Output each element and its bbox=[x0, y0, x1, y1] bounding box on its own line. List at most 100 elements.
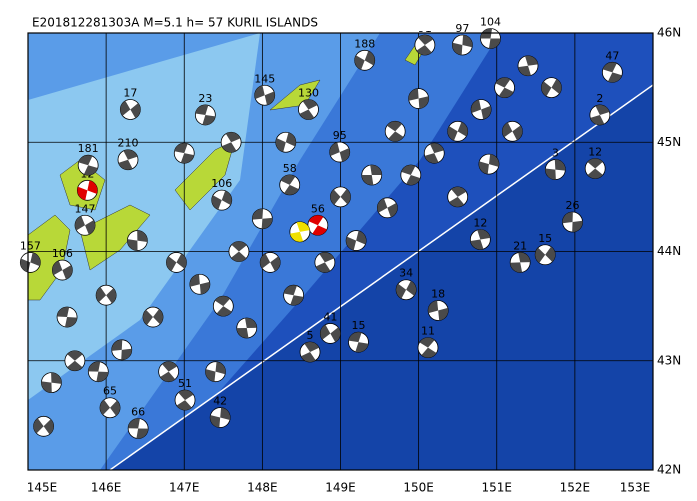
focal-mechanism: 147 bbox=[75, 202, 96, 236]
event-label: 58 bbox=[283, 162, 297, 175]
focal-mechanism bbox=[275, 131, 297, 153]
beachball-quadrant bbox=[590, 104, 610, 125]
focal-mechanism bbox=[376, 197, 398, 219]
event-label: 56 bbox=[311, 202, 325, 215]
focal-mechanism bbox=[345, 230, 367, 251]
event-label: 47 bbox=[605, 49, 619, 62]
focal-mechanism bbox=[220, 131, 242, 153]
beachball-quadrant bbox=[210, 407, 231, 428]
focal-mechanism: 41 bbox=[319, 310, 341, 344]
beachball-quadrant bbox=[275, 132, 296, 152]
focal-mechanism: 26 bbox=[562, 199, 583, 233]
beachball-quadrant bbox=[518, 55, 538, 76]
event-label: 41 bbox=[323, 310, 337, 323]
event-label: 51 bbox=[178, 377, 192, 390]
beachball-quadrant bbox=[470, 229, 491, 250]
focal-mechanism bbox=[423, 142, 445, 164]
beachball-quadrant bbox=[408, 88, 429, 109]
beachball-quadrant bbox=[471, 99, 492, 120]
focal-mechanism: 188 bbox=[354, 37, 375, 71]
beachball-quadrant bbox=[348, 332, 369, 353]
focal-mechanism: 97 bbox=[451, 22, 473, 56]
event-label: 12 bbox=[473, 216, 487, 229]
focal-mechanism: 23 bbox=[194, 92, 216, 126]
focal-mechanism: 181 bbox=[78, 142, 99, 176]
beachball-quadrant bbox=[189, 274, 210, 295]
event-label: 12 bbox=[588, 145, 602, 158]
event-label: 66 bbox=[131, 405, 145, 418]
beachball-quadrant bbox=[449, 186, 467, 207]
beachball-quadrant bbox=[535, 246, 556, 263]
beachball-quadrant bbox=[452, 35, 473, 55]
focal-mechanism bbox=[478, 153, 500, 175]
lon-tick-label: 152E bbox=[560, 481, 591, 495]
beachball-quadrant bbox=[254, 85, 275, 106]
event-label: 95 bbox=[333, 129, 347, 142]
focal-mechanism bbox=[470, 99, 492, 120]
event-label: 188 bbox=[354, 37, 375, 50]
focal-mechanism bbox=[87, 361, 109, 383]
title-box bbox=[28, 14, 430, 31]
focal-mechanism bbox=[494, 77, 515, 99]
lon-tick-label: 149E bbox=[325, 481, 356, 495]
beachball-quadrant bbox=[96, 287, 117, 304]
focal-mechanism bbox=[64, 350, 86, 372]
event-label: 26 bbox=[566, 199, 580, 212]
event-label: 18 bbox=[431, 287, 445, 300]
focal-mechanism bbox=[289, 221, 311, 243]
focal-mechanism bbox=[111, 339, 133, 361]
focal-mechanism: 210 bbox=[118, 137, 139, 171]
focal-mechanism: 11 bbox=[417, 325, 439, 359]
beachball-quadrant bbox=[541, 78, 562, 97]
focal-mechanism: 21 bbox=[509, 239, 531, 273]
lon-tick-label: 150E bbox=[403, 481, 434, 495]
focal-mechanism bbox=[228, 241, 250, 262]
focal-mechanism: 47 bbox=[601, 49, 623, 83]
beachball-quadrant bbox=[416, 35, 434, 56]
event-label: 42 bbox=[213, 395, 227, 408]
focal-mechanism: 106 bbox=[52, 247, 73, 281]
lon-tick-label: 146E bbox=[91, 481, 122, 495]
event-label: 3 bbox=[552, 147, 559, 160]
lat-tick-label: 42N bbox=[657, 463, 681, 477]
focal-mechanism: 65 bbox=[99, 385, 121, 419]
focal-mechanism bbox=[501, 120, 523, 142]
beachball-quadrant bbox=[231, 241, 247, 262]
focal-mechanism bbox=[236, 317, 258, 339]
focal-mechanism bbox=[33, 415, 55, 437]
beachball-quadrant bbox=[160, 361, 178, 382]
focal-mechanism bbox=[447, 120, 469, 142]
beachball-quadrant bbox=[20, 252, 41, 273]
lon-tick-label: 153E bbox=[620, 481, 651, 495]
beachball-quadrant bbox=[510, 252, 531, 273]
beachball-quadrant bbox=[320, 324, 341, 343]
beachball-quadrant bbox=[330, 188, 351, 205]
event-label: 5 bbox=[307, 329, 314, 342]
event-label: 130 bbox=[298, 86, 319, 99]
beachball-quadrant bbox=[166, 253, 187, 272]
focal-mechanism bbox=[173, 142, 195, 164]
beachball-quadrant bbox=[75, 216, 96, 235]
focal-mechanism: 51 bbox=[174, 377, 196, 411]
beachball-quadrant bbox=[424, 143, 444, 164]
beachball-quadrant bbox=[283, 285, 304, 306]
event-label: 2 bbox=[596, 92, 603, 105]
beachball-quadrant bbox=[361, 165, 382, 186]
beachball-quadrant bbox=[478, 154, 499, 175]
beachball-quadrant bbox=[290, 221, 310, 242]
focal-mechanism bbox=[447, 186, 469, 208]
map-frame bbox=[27, 32, 654, 471]
beachball-quadrant bbox=[33, 418, 54, 435]
beachball-quadrant bbox=[214, 296, 232, 317]
lon-tick-label: 148E bbox=[247, 481, 278, 495]
focal-mechanism: 106 bbox=[211, 177, 232, 211]
event-label: 145 bbox=[254, 72, 275, 85]
lat-tick-label: 45N bbox=[657, 135, 681, 149]
beachball-quadrant bbox=[41, 372, 62, 393]
beachball-quadrant bbox=[143, 309, 163, 326]
focal-mechanism: 58 bbox=[279, 162, 301, 196]
focal-mechanism: 5 bbox=[299, 329, 321, 363]
beachball-quadrant bbox=[377, 198, 398, 218]
focal-mechanism bbox=[158, 361, 180, 383]
